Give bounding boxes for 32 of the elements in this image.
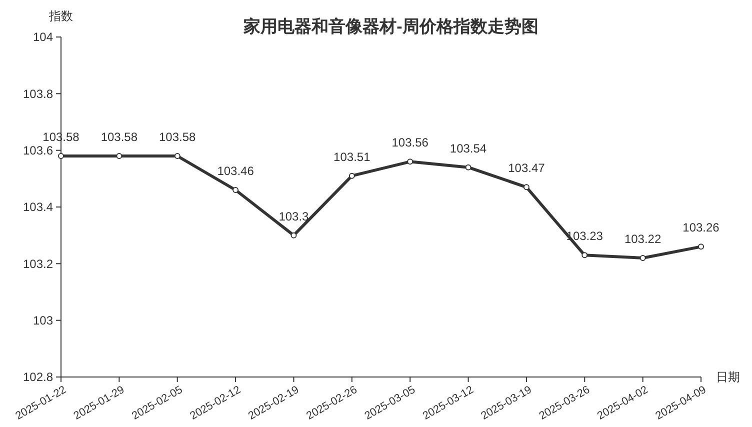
data-label: 103.54 [450,141,487,156]
point [640,255,646,261]
point [174,153,180,159]
y-tick-label: 102.8 [22,370,54,384]
data-label: 103.46 [217,164,254,178]
y-tick-label: 103.2 [22,256,54,271]
data-label: 103.47 [508,161,546,176]
point [116,153,122,159]
y-tick-label: 103.8 [22,86,54,101]
data-label: 103.56 [392,136,429,150]
y-axis-title: 指数 [48,9,73,23]
data-label: 103.58 [159,130,196,144]
chart-title: 家用电器和音像器材-周价格指数走势图 [242,17,538,36]
y-tick-label: 103.4 [22,200,54,214]
point [407,158,414,165]
y-tick-label: 104 [32,30,54,44]
data-label: 103.26 [682,220,720,235]
data-label: 103.3 [278,209,310,224]
data-label: 103.58 [100,130,138,144]
point [523,184,530,190]
data-label: 103.22 [624,232,662,246]
point [698,244,704,250]
point [465,164,472,170]
point [58,153,64,159]
point [582,252,588,258]
data-label: 103.51 [334,150,371,164]
x-axis-title: 日期 [716,370,740,384]
point [348,172,355,179]
y-tick-label: 103 [32,314,54,328]
point [232,187,239,193]
y-tick-label: 103.6 [22,144,54,158]
point [290,232,297,238]
